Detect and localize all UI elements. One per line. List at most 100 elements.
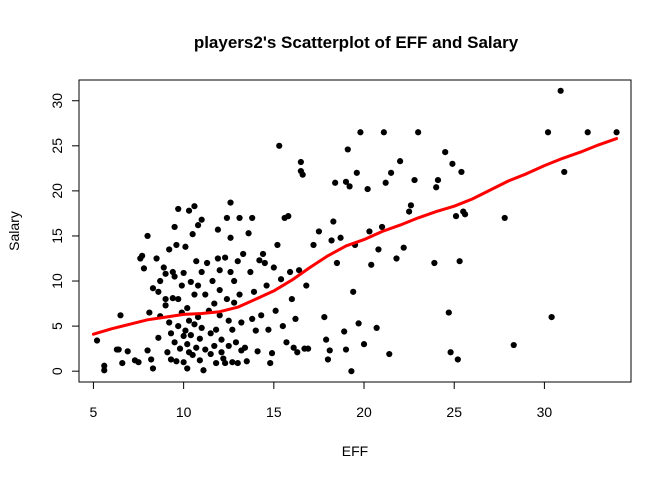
x-tick-label: 10 <box>176 404 192 420</box>
data-point <box>285 213 292 220</box>
data-point <box>238 319 245 326</box>
data-point <box>433 184 440 191</box>
data-point <box>189 231 196 238</box>
smooth-line-layer <box>91 137 619 336</box>
data-point <box>277 276 285 283</box>
data-point <box>184 365 191 372</box>
data-point <box>337 234 344 241</box>
data-point <box>175 205 182 213</box>
data-point <box>144 347 151 354</box>
data-point <box>274 241 281 249</box>
data-point <box>148 356 155 363</box>
data-point <box>166 246 173 253</box>
smooth-trend-line <box>91 137 619 336</box>
data-point <box>157 277 164 285</box>
data-point <box>445 309 452 316</box>
data-point <box>456 258 463 265</box>
data-point <box>180 332 187 340</box>
data-point <box>396 158 404 165</box>
y-axis-label: Salary <box>6 211 22 251</box>
x-tick-label: 20 <box>356 404 372 420</box>
data-point <box>185 317 193 324</box>
x-tick-label: 15 <box>266 404 282 420</box>
data-point <box>299 171 306 178</box>
data-point <box>297 158 304 166</box>
data-point <box>234 258 241 265</box>
data-point <box>458 168 465 176</box>
data-point <box>193 344 200 351</box>
data-point <box>167 356 175 363</box>
data-point <box>501 214 508 222</box>
data-point <box>225 317 232 324</box>
data-point <box>240 250 247 258</box>
data-point <box>214 255 222 262</box>
data-point <box>330 218 337 225</box>
data-point <box>191 291 198 298</box>
data-point <box>434 176 442 184</box>
data-point <box>400 244 407 251</box>
data-point <box>227 199 234 206</box>
data-point <box>171 339 178 346</box>
data-point <box>286 268 294 276</box>
data-point <box>169 295 176 302</box>
data-point <box>203 259 211 267</box>
data-point <box>250 288 258 295</box>
data-point <box>364 185 371 193</box>
data-point <box>222 359 229 367</box>
data-point <box>124 348 131 355</box>
data-point <box>198 268 205 276</box>
y-tick-label: 0 <box>49 367 65 375</box>
y-tick-label: 25 <box>49 138 65 154</box>
data-point <box>310 241 317 249</box>
data-point <box>93 337 101 344</box>
x-tick-label: 25 <box>446 404 462 420</box>
chart-title: players2's Scatterplot of EFF and Salary <box>194 33 519 52</box>
data-point <box>189 351 196 359</box>
x-axis-label: EFF <box>342 443 368 459</box>
data-point <box>360 341 368 348</box>
data-point <box>229 359 236 366</box>
data-point <box>366 228 373 235</box>
data-point <box>292 315 299 322</box>
data-point <box>406 208 413 215</box>
data-point <box>357 129 364 136</box>
data-point <box>218 336 225 343</box>
data-point <box>212 326 220 333</box>
data-point <box>214 226 222 233</box>
data-point <box>382 179 389 186</box>
data-point <box>184 341 191 348</box>
y-axis: 0 5 10 15 20 25 30 <box>49 93 80 375</box>
y-tick-label: 15 <box>49 228 65 244</box>
data-point <box>200 367 207 374</box>
data-point <box>283 339 290 346</box>
data-point <box>245 230 252 237</box>
data-point <box>227 268 234 276</box>
data-point <box>249 315 256 322</box>
data-point <box>510 341 517 349</box>
data-point <box>449 160 456 167</box>
data-point <box>387 169 395 176</box>
data-point <box>368 261 375 268</box>
data-point <box>160 264 167 271</box>
data-point <box>155 288 162 295</box>
data-point <box>187 332 194 339</box>
x-tick-label: 30 <box>537 404 553 420</box>
data-point <box>229 326 236 333</box>
data-point <box>155 334 162 341</box>
data-point <box>584 129 591 136</box>
data-points <box>93 87 620 375</box>
data-point <box>254 348 261 355</box>
data-point <box>236 291 243 298</box>
data-point <box>259 250 267 258</box>
data-point <box>236 214 243 222</box>
data-point <box>350 288 357 295</box>
data-point <box>303 282 310 289</box>
data-point <box>304 345 312 352</box>
data-point <box>346 183 353 190</box>
data-point <box>216 312 223 319</box>
data-point <box>191 203 198 210</box>
data-point <box>341 328 348 335</box>
data-point <box>209 277 216 285</box>
data-point <box>561 168 568 176</box>
